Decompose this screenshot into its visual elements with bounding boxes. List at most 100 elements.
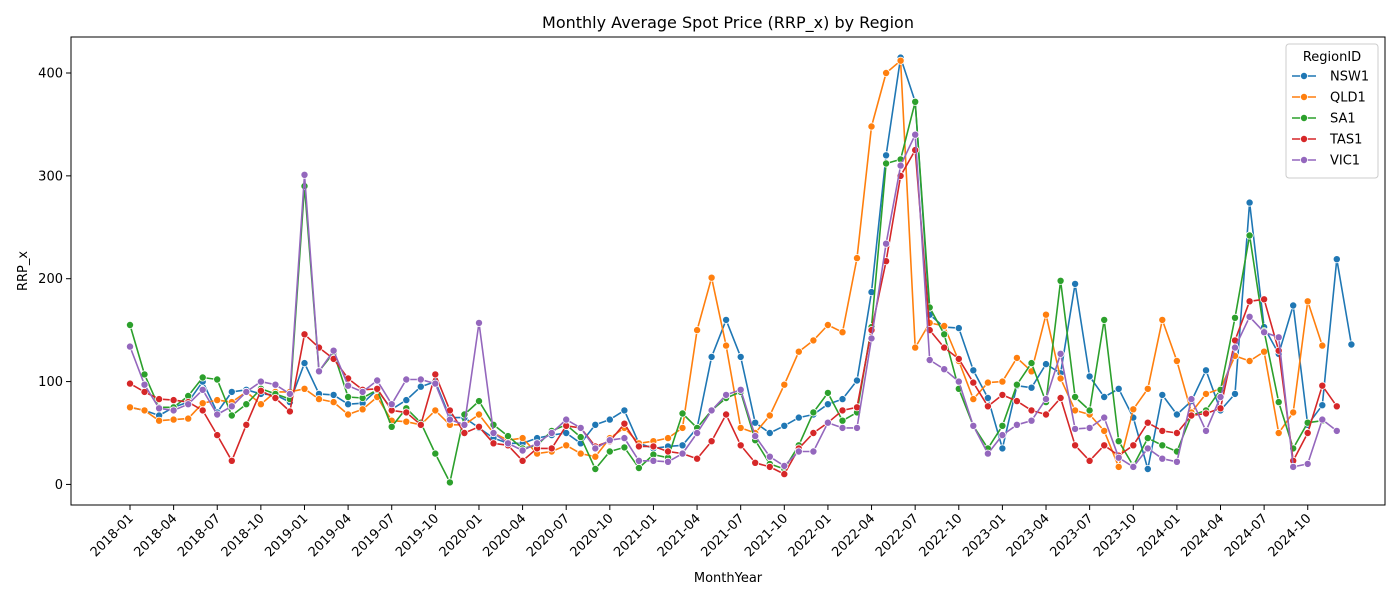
- data-point-vic1: [547, 428, 556, 437]
- data-point-nsw1: [1347, 340, 1356, 349]
- legend-swatch-marker: [1300, 72, 1309, 81]
- data-point-qld1: [765, 411, 774, 420]
- data-point-vic1: [838, 423, 847, 432]
- data-point-nsw1: [794, 413, 803, 422]
- series-line-sa1: [129, 101, 1323, 484]
- data-point-sa1: [1012, 380, 1021, 389]
- x-tick-label: 2020-04: [480, 511, 529, 560]
- data-point-vic1: [518, 446, 527, 455]
- data-point-tas1: [1085, 456, 1094, 465]
- data-point-vic1: [954, 377, 963, 386]
- data-point-qld1: [998, 377, 1007, 386]
- data-point-nsw1: [329, 390, 338, 399]
- data-point-tas1: [1245, 297, 1254, 306]
- x-tick-label: 2022-01: [786, 511, 835, 560]
- data-point-tas1: [911, 146, 920, 155]
- data-point-vic1: [940, 365, 949, 374]
- data-point-nsw1: [1289, 301, 1298, 310]
- data-point-tas1: [998, 390, 1007, 399]
- data-point-sa1: [1158, 441, 1167, 450]
- data-point-qld1: [1129, 405, 1138, 414]
- data-point-vic1: [1012, 420, 1021, 429]
- data-point-vic1: [649, 456, 658, 465]
- data-point-sa1: [882, 159, 891, 168]
- data-point-tas1: [969, 378, 978, 387]
- y-tick-label: 300: [38, 169, 63, 184]
- data-point-nsw1: [998, 444, 1007, 453]
- data-point-qld1: [1114, 462, 1123, 471]
- legend-label: TAS1: [1329, 133, 1362, 148]
- data-point-vic1: [1027, 416, 1036, 425]
- data-point-tas1: [1100, 441, 1109, 450]
- legend-label: QLD1: [1330, 91, 1366, 106]
- data-point-vic1: [853, 423, 862, 432]
- data-point-tas1: [460, 428, 469, 437]
- legend-entry-qld1: QLD1: [1292, 91, 1366, 106]
- data-point-qld1: [1100, 426, 1109, 435]
- data-point-vic1: [678, 449, 687, 458]
- data-point-qld1: [896, 56, 905, 65]
- y-tick-label: 200: [38, 272, 63, 287]
- data-point-vic1: [867, 334, 876, 343]
- data-point-sa1: [1274, 398, 1283, 407]
- data-point-vic1: [1071, 424, 1080, 433]
- data-point-vic1: [751, 432, 760, 441]
- data-point-nsw1: [882, 151, 891, 160]
- data-point-sa1: [1245, 231, 1254, 240]
- data-point-qld1: [1260, 347, 1269, 356]
- data-point-sa1: [940, 330, 949, 339]
- data-point-vic1: [1260, 328, 1269, 337]
- data-point-vic1: [882, 239, 891, 248]
- data-point-tas1: [256, 386, 265, 395]
- data-point-tas1: [940, 343, 949, 352]
- data-point-vic1: [358, 387, 367, 396]
- data-point-nsw1: [983, 393, 992, 402]
- data-point-sa1: [576, 433, 585, 442]
- legend-entry-nsw1: NSW1: [1292, 70, 1369, 85]
- data-point-nsw1: [736, 352, 745, 361]
- data-point-qld1: [198, 399, 207, 408]
- data-point-nsw1: [707, 352, 716, 361]
- data-point-vic1: [1318, 415, 1327, 424]
- data-point-tas1: [736, 441, 745, 450]
- data-point-qld1: [169, 415, 178, 424]
- x-tick-label: 2020-01: [437, 511, 486, 560]
- x-tick-label: 2018-01: [88, 511, 137, 560]
- data-point-qld1: [1158, 315, 1167, 324]
- data-point-qld1: [518, 434, 527, 443]
- data-point-tas1: [1071, 441, 1080, 450]
- data-point-vic1: [605, 436, 614, 445]
- data-point-tas1: [547, 444, 556, 453]
- x-tick-label: 2023-10: [1091, 511, 1140, 560]
- data-point-tas1: [620, 419, 629, 428]
- data-point-nsw1: [1027, 383, 1036, 392]
- data-point-sa1: [474, 397, 483, 406]
- x-tick-label: 2019-01: [262, 511, 311, 560]
- data-point-qld1: [867, 122, 876, 131]
- data-point-vic1: [562, 415, 571, 424]
- data-point-qld1: [155, 416, 164, 425]
- data-point-qld1: [969, 395, 978, 404]
- data-point-qld1: [576, 449, 585, 458]
- data-point-vic1: [1187, 395, 1196, 404]
- data-point-nsw1: [722, 315, 731, 324]
- data-point-vic1: [634, 456, 643, 465]
- data-point-sa1: [213, 375, 222, 384]
- data-point-vic1: [431, 379, 440, 388]
- series-line-qld1: [129, 59, 1324, 468]
- data-point-vic1: [242, 387, 251, 396]
- data-point-vic1: [794, 447, 803, 456]
- data-point-nsw1: [765, 428, 774, 437]
- series-tas1: [126, 146, 1341, 479]
- data-point-nsw1: [402, 396, 411, 405]
- data-point-nsw1: [969, 366, 978, 375]
- data-point-nsw1: [1158, 390, 1167, 399]
- data-point-vic1: [402, 375, 411, 384]
- x-tick-label: 2021-07: [698, 511, 747, 560]
- data-point-qld1: [184, 414, 193, 423]
- data-point-vic1: [896, 161, 905, 170]
- x-tick-label: 2019-07: [350, 511, 399, 560]
- x-tick-label: 2019-10: [393, 511, 442, 560]
- data-point-qld1: [1318, 341, 1327, 350]
- data-point-vic1: [198, 385, 207, 394]
